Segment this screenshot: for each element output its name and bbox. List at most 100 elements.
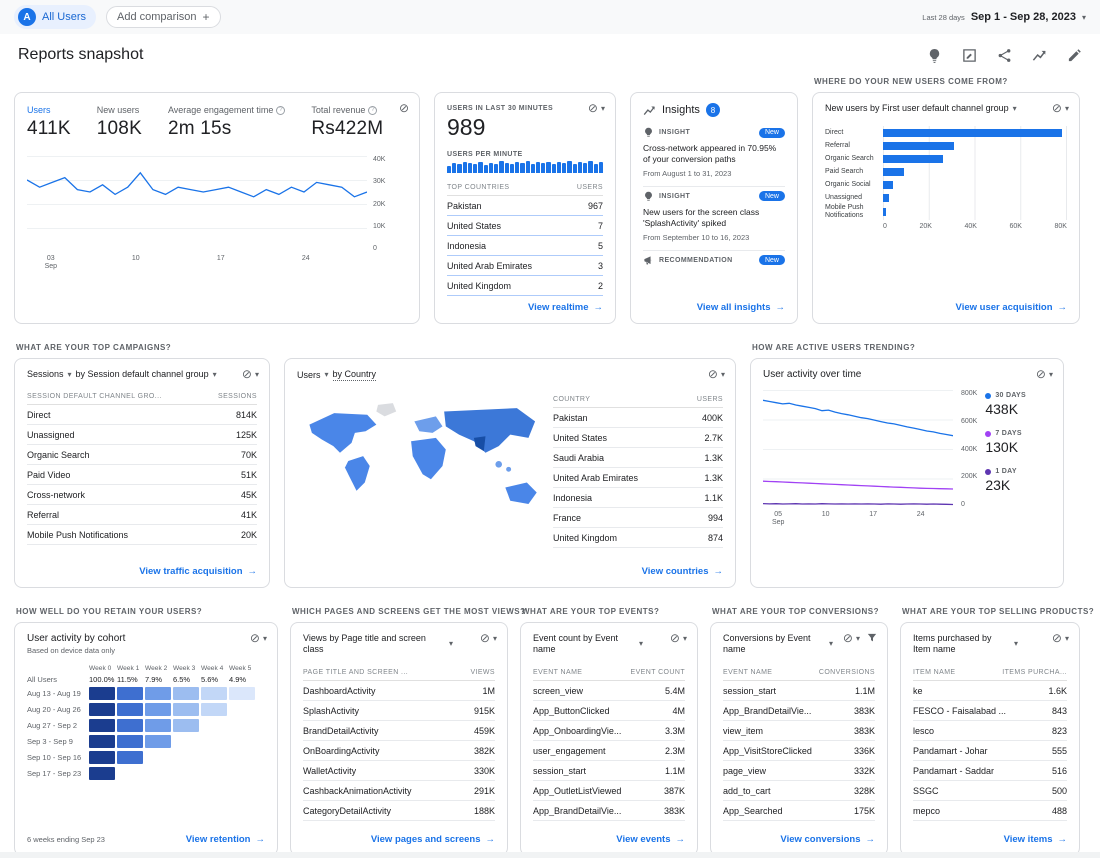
card-controls[interactable]: ⊘ ▾ [670, 631, 687, 645]
chevron-down-icon[interactable]: ▾ [492, 633, 497, 643]
table-row: United Arab Emirates 3 [447, 256, 603, 276]
card-controls[interactable]: ⊘ ▾ [250, 631, 267, 645]
no-comparison-icon[interactable]: ⊘ [1035, 367, 1046, 381]
minute-bar [483, 164, 488, 173]
channel-group-dropdown[interactable]: New users by First user default channel … [825, 103, 1017, 113]
no-comparison-icon[interactable]: ⊘ [249, 631, 260, 645]
table-row: BrandDetailActivity 459K [303, 721, 495, 741]
card-controls[interactable]: ⊘ [399, 101, 409, 115]
card-controls[interactable]: ⊘ ▾ [242, 367, 259, 381]
events-card: ⊘ ▾ Event count by Event name ▾ EVENT NAM… [520, 622, 698, 852]
chevron-down-icon[interactable]: ▾ [1064, 103, 1069, 113]
chevron-down-icon[interactable]: ▾ [254, 369, 259, 379]
chevron-down-icon[interactable]: ▾ [1064, 633, 1069, 643]
cohort-cell [117, 735, 143, 748]
section-title-events: WHAT ARE YOUR TOP EVENTS? [522, 607, 660, 616]
minute-bar [551, 164, 556, 173]
view-user-acquisition-link[interactable]: View user acquisition → [955, 302, 1067, 313]
table-row: DashboardActivity 1M [303, 681, 495, 701]
view-events-link[interactable]: View events → [616, 834, 685, 845]
minute-bar [504, 162, 509, 173]
no-comparison-icon[interactable]: ⊘ [587, 101, 598, 115]
minute-bar [515, 161, 520, 173]
sessions-dimension-dropdown[interactable]: Sessions ▾ by Session default channel gro… [27, 369, 217, 379]
cohort-row: Aug 20 - Aug 26 [27, 703, 265, 716]
metric-engagement-time[interactable]: Average engagement time? 2m 15s [168, 105, 286, 140]
table-row: screen_view 5.4M [533, 681, 685, 701]
conversions-dropdown[interactable]: Conversions by Event name ▾ [723, 633, 833, 655]
page-title: Reports snapshot [18, 46, 144, 63]
chevron-down-icon: ▾ [1012, 103, 1017, 113]
view-items-link[interactable]: View items → [1003, 834, 1067, 845]
table-row: App_BrandDetailVie... 383K [723, 701, 875, 721]
no-comparison-icon[interactable]: ⊘ [398, 101, 409, 115]
card-controls[interactable]: ⊘ ▾ [1052, 101, 1069, 115]
no-comparison-icon[interactable]: ⊘ [1051, 631, 1062, 645]
no-comparison-icon[interactable]: ⊘ [1051, 101, 1062, 115]
filter-funnel-icon[interactable] [867, 633, 877, 643]
date-range-picker[interactable]: Last 28 days Sep 1 - Sep 28, 2023 ▾ [922, 11, 1086, 23]
chevron-down-icon[interactable]: ▾ [1048, 369, 1053, 379]
cohort-cell [89, 735, 115, 748]
insights-count-badge: 8 [705, 103, 720, 117]
bar-row: Unassigned [825, 191, 1067, 204]
items-table: ITEM NAME ITEMS PURCHA... ke 1.6K FESCO - Fa… [913, 664, 1067, 821]
card-controls[interactable]: ⊘ ▾ [480, 631, 497, 645]
card-controls[interactable]: ⊘ ▾ [1052, 631, 1069, 645]
no-comparison-icon[interactable]: ⊘ [669, 631, 680, 645]
view-traffic-acquisition-link[interactable]: View traffic acquisition → [139, 566, 257, 577]
card-controls[interactable]: ⊘ ▾ [708, 367, 725, 381]
view-conversions-link[interactable]: View conversions → [780, 834, 875, 845]
no-comparison-icon[interactable]: ⊘ [479, 631, 490, 645]
table-row: App_BrandDetailVie... 383K [533, 801, 685, 821]
no-comparison-icon[interactable]: ⊘ [842, 631, 853, 645]
channel-bar [883, 180, 894, 189]
pencil-icon[interactable] [1067, 48, 1082, 63]
cohort-cell [117, 687, 143, 700]
card-controls[interactable]: ⊘ ▾ [843, 631, 877, 645]
insight-item[interactable]: INSIGHT New [643, 191, 785, 202]
views-dimension-dropdown[interactable]: Views by Page title and screen class ▾ [303, 633, 453, 655]
all-users-chip[interactable]: A All Users [14, 5, 97, 29]
view-countries-link[interactable]: View countries → [641, 566, 723, 577]
insight-item[interactable]: RECOMMENDATION New [643, 255, 785, 266]
table-header: TOP COUNTRIES USERS [447, 179, 603, 196]
arrow-right-icon: → [775, 302, 786, 313]
chevron-down-icon[interactable]: ▾ [682, 633, 687, 643]
no-comparison-icon[interactable]: ⊘ [707, 367, 718, 381]
view-retention-link[interactable]: View retention → [185, 834, 266, 845]
table-row: United Arab Emirates 1.3K [553, 468, 723, 489]
card-controls[interactable]: ⊘ ▾ [588, 101, 605, 115]
insights-trend-icon[interactable] [1032, 48, 1047, 63]
chevron-down-icon[interactable]: ▾ [855, 633, 860, 643]
metric-new-users[interactable]: New users 108K [96, 105, 142, 139]
card-controls[interactable]: ⊘ ▾ [1036, 367, 1053, 381]
insight-item[interactable]: INSIGHT New [643, 127, 785, 138]
table-row: user_engagement 2.3M [533, 741, 685, 761]
channel-bar [883, 193, 889, 202]
chevron-down-icon[interactable]: ▾ [262, 633, 267, 643]
share-icon[interactable] [997, 48, 1012, 63]
arrow-right-icon: → [593, 302, 604, 313]
users-country-dropdown[interactable]: Users ▾ by Country [297, 369, 377, 382]
views-table: PAGE TITLE AND SCREEN ... VIEWS DashboardA… [303, 664, 495, 821]
add-comparison-chip[interactable]: Add comparison + [106, 6, 221, 28]
metric-total-revenue[interactable]: Total revenue? Rs422M [311, 105, 384, 139]
view-pages-screens-link[interactable]: View pages and screens → [370, 834, 495, 845]
events-table: EVENT NAME EVENT COUNT screen_view 5.4M App_… [533, 664, 685, 821]
table-row: Cross-network 45K [27, 485, 257, 506]
arrow-right-icon: → [255, 834, 266, 845]
chevron-down-icon[interactable]: ▾ [600, 103, 605, 113]
customize-report-icon[interactable] [962, 48, 977, 63]
minute-bar [509, 164, 515, 173]
channel-bar [883, 128, 1063, 137]
chevron-down-icon[interactable]: ▾ [720, 369, 725, 379]
metric-users[interactable]: Users 411K [27, 105, 71, 139]
lightbulb-icon[interactable] [927, 48, 942, 63]
view-all-insights-link[interactable]: View all insights → [696, 302, 786, 313]
no-comparison-icon[interactable]: ⊘ [241, 367, 252, 381]
items-dropdown[interactable]: Items purchased by Item name ▾ [913, 633, 1018, 655]
cohort-cell [145, 735, 171, 748]
view-realtime-link[interactable]: View realtime → [527, 302, 604, 313]
event-count-dropdown[interactable]: Event count by Event name ▾ [533, 633, 643, 655]
